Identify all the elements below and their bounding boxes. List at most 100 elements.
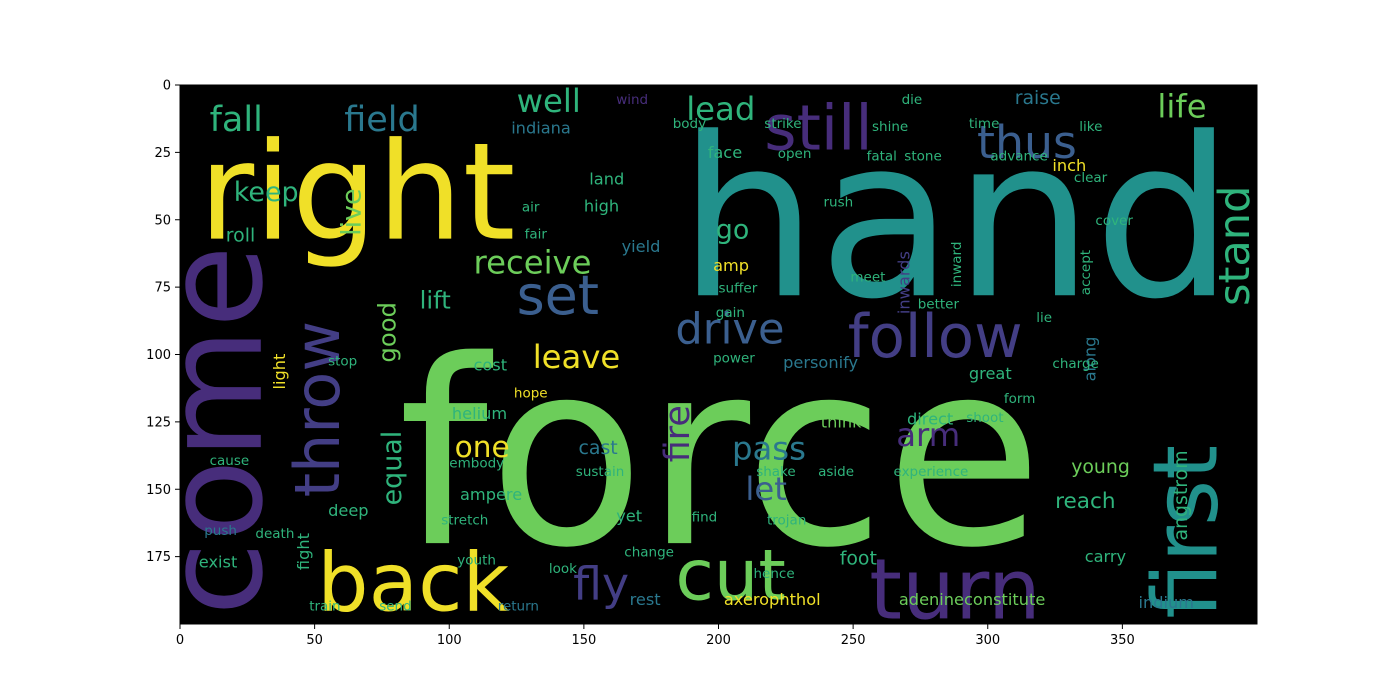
word-lie: lie: [1036, 310, 1052, 326]
word-trojan: trojan: [767, 512, 806, 528]
word-receive: receive: [474, 244, 592, 282]
word-inward: inward: [949, 242, 965, 288]
word-stop: stop: [328, 353, 357, 369]
word-set: set: [517, 264, 599, 327]
word-like: like: [1079, 119, 1102, 135]
word-come: come: [136, 245, 293, 616]
word-think: think: [821, 412, 862, 431]
word-force: force: [398, 306, 1043, 604]
word-cast: cast: [579, 437, 618, 459]
word-stone: stone: [904, 149, 941, 165]
word-return: return: [498, 599, 539, 615]
word-shine: shine: [872, 119, 908, 135]
word-gain: gain: [716, 305, 745, 321]
word-stand: stand: [1210, 186, 1260, 306]
word-fair: fair: [525, 227, 548, 243]
word-amp: amp: [713, 256, 749, 275]
word-strike: strike: [764, 116, 801, 132]
word-well: well: [517, 82, 581, 120]
y-tick-label: 100: [146, 348, 171, 363]
y-tick-label: 50: [154, 213, 171, 228]
word-wind: wind: [616, 92, 648, 108]
word-throw: throw: [281, 321, 354, 497]
word-one: one: [455, 430, 510, 464]
y-tick-label: 125: [146, 415, 171, 430]
word-face: face: [708, 143, 743, 162]
word-field: field: [344, 100, 420, 140]
word-carry: carry: [1085, 547, 1127, 566]
word-leave: leave: [533, 338, 621, 376]
word-find: find: [692, 510, 718, 526]
word-fall: fall: [210, 100, 263, 140]
word-train: train: [309, 599, 340, 615]
word-follow: follow: [848, 302, 1023, 371]
word-send: send: [379, 599, 411, 615]
word-turn: turn: [869, 541, 1040, 639]
word-experience: experience: [894, 464, 969, 480]
word-form: form: [1004, 391, 1035, 407]
word-rush: rush: [824, 194, 854, 210]
word-yield: yield: [622, 237, 661, 256]
y-axis: 0 25 50 75 100 125 150 175: [146, 79, 180, 565]
word-first: first: [1134, 445, 1238, 619]
word-adenineconstitute: adenineconstitute: [899, 590, 1045, 609]
word-yet: yet: [616, 507, 642, 526]
word-indiana: indiana: [511, 119, 571, 138]
word-still: still: [764, 92, 872, 165]
word-lead: lead: [686, 90, 755, 128]
word-land: land: [589, 170, 624, 189]
word-pass: pass: [732, 430, 806, 468]
word-better: better: [918, 297, 960, 313]
word-arm: arm: [896, 416, 960, 454]
plot-area: [180, 85, 1257, 624]
x-axis: 0 50 100 150 200 250 300 350: [176, 624, 1135, 648]
y-tick-label: 25: [154, 146, 171, 161]
word-exist: exist: [199, 552, 238, 571]
word-push: push: [204, 523, 237, 539]
word-personify: personify: [783, 353, 858, 372]
word-air: air: [522, 200, 540, 216]
word-raise: raise: [1015, 87, 1061, 109]
word-change: change: [624, 545, 674, 561]
word-stretch: stretch: [441, 512, 488, 528]
word-sustain: sustain: [576, 464, 625, 480]
word-look: look: [549, 561, 577, 577]
y-tick-label: 175: [146, 550, 171, 565]
word-drive: drive: [675, 305, 784, 355]
word-fire: fire: [658, 405, 698, 462]
word-youth: youth: [457, 553, 496, 569]
word-go: go: [716, 215, 750, 246]
x-tick-label: 0: [176, 633, 184, 648]
word-good: good: [372, 302, 401, 363]
word-embody: embody: [449, 456, 504, 472]
word-inch: inch: [1052, 156, 1086, 175]
word-reach: reach: [1055, 489, 1115, 514]
word-death: death: [255, 526, 294, 542]
x-tick-label: 150: [571, 633, 596, 648]
y-tick-label: 0: [163, 79, 171, 94]
word-shoot: shoot: [966, 410, 1003, 426]
word-suffer: suffer: [719, 281, 758, 297]
word-equal: equal: [377, 431, 408, 506]
word-roll: roll: [226, 224, 255, 246]
word-hope: hope: [514, 386, 548, 402]
word-cause: cause: [210, 453, 250, 469]
word-accept: accept: [1078, 250, 1094, 295]
word-cost: cost: [474, 356, 508, 375]
word-clear: clear: [1074, 170, 1108, 186]
word-hence: hence: [754, 566, 795, 582]
word-open: open: [778, 146, 812, 162]
word-direct: direct: [907, 410, 953, 429]
word-charge: charge: [1052, 356, 1098, 372]
word-live: live: [336, 188, 367, 235]
word-meet: meet: [850, 270, 885, 286]
x-tick-label: 300: [975, 633, 1000, 648]
word-die: die: [902, 92, 923, 108]
word-time: time: [969, 116, 1000, 132]
word-back: back: [317, 537, 509, 631]
word-thus: thus: [977, 115, 1077, 169]
word-fly: fly: [573, 557, 629, 611]
word-deep: deep: [328, 501, 368, 520]
x-tick-label: 200: [706, 633, 731, 648]
